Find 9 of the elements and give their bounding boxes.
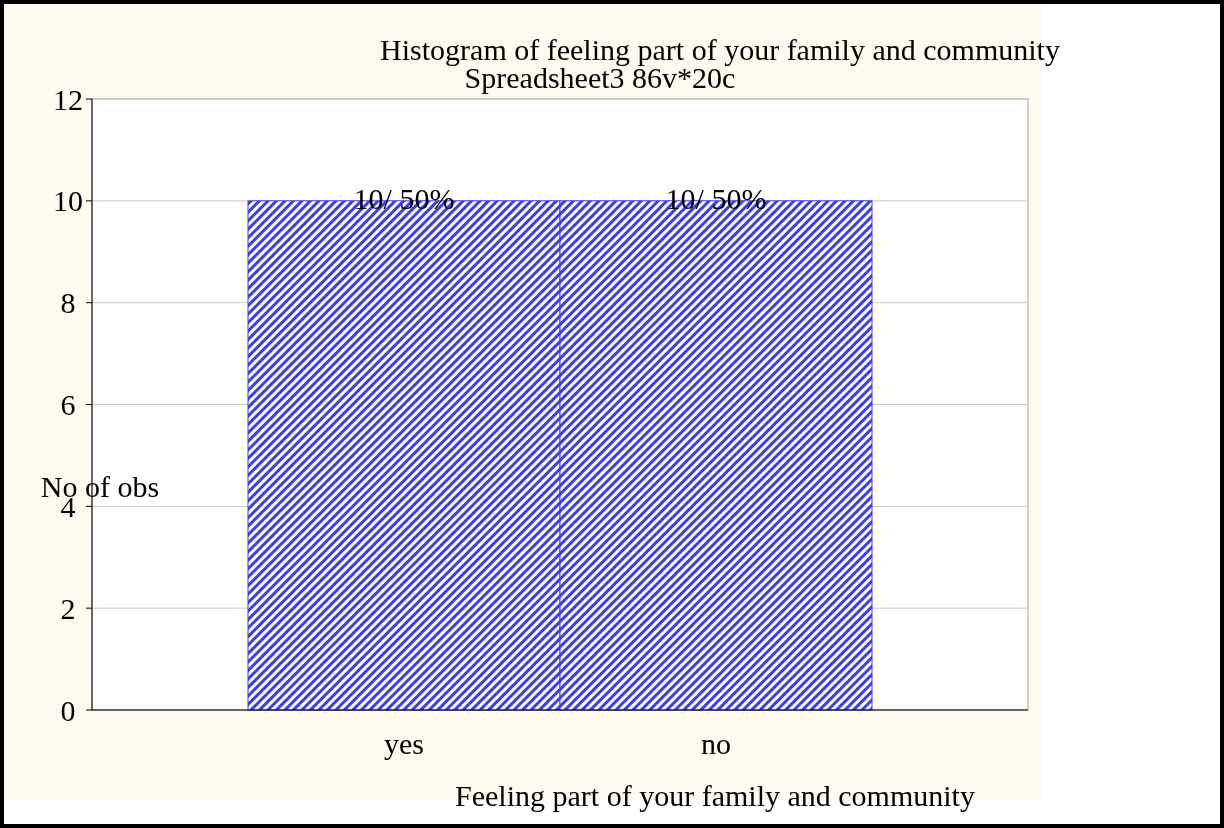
x-tick-label: no (701, 727, 731, 760)
y-tick-label: 6 (60, 388, 76, 421)
x-axis-title: Feeling part of your family and community (455, 779, 975, 812)
y-tick-label: 2 (60, 591, 76, 625)
x-tick-label: yes (384, 727, 424, 760)
y-tick-label: 10 (53, 184, 83, 218)
y-tick-label: 0 (60, 693, 76, 727)
y-tick-label: 8 (60, 286, 76, 320)
y-tick-label: 12 (53, 82, 83, 116)
